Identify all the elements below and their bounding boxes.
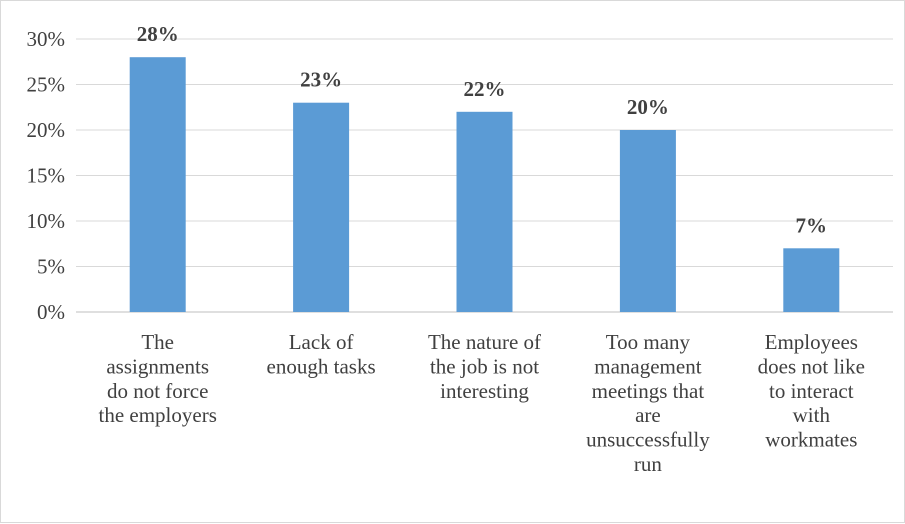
bar [129,57,186,313]
y-tick-label: 30% [27,27,66,51]
y-tick-label: 5% [37,255,65,279]
data-label: 23% [300,68,342,92]
y-tick-label: 0% [37,300,65,324]
bar [456,111,513,312]
category-label: Lack of enough tasks [267,330,376,378]
category-label: The nature of the job is not interesting [428,330,541,403]
category-label: Too many management meetings that are unsucc… [586,330,710,476]
bar [783,248,840,312]
data-label: 28% [137,22,179,46]
y-tick-label: 25% [27,73,66,97]
y-tick-label: 10% [27,209,66,233]
category-label: The assignments do not force the employers [99,330,217,427]
y-tick-label: 20% [27,118,66,142]
y-tick-label: 15% [27,164,66,188]
data-label: 7% [796,213,828,237]
data-label: 20% [627,95,669,119]
bar [293,102,350,312]
data-label: 22% [464,77,506,101]
category-label: Employees does not like to interact with wor… [758,330,865,452]
bar [619,130,676,312]
